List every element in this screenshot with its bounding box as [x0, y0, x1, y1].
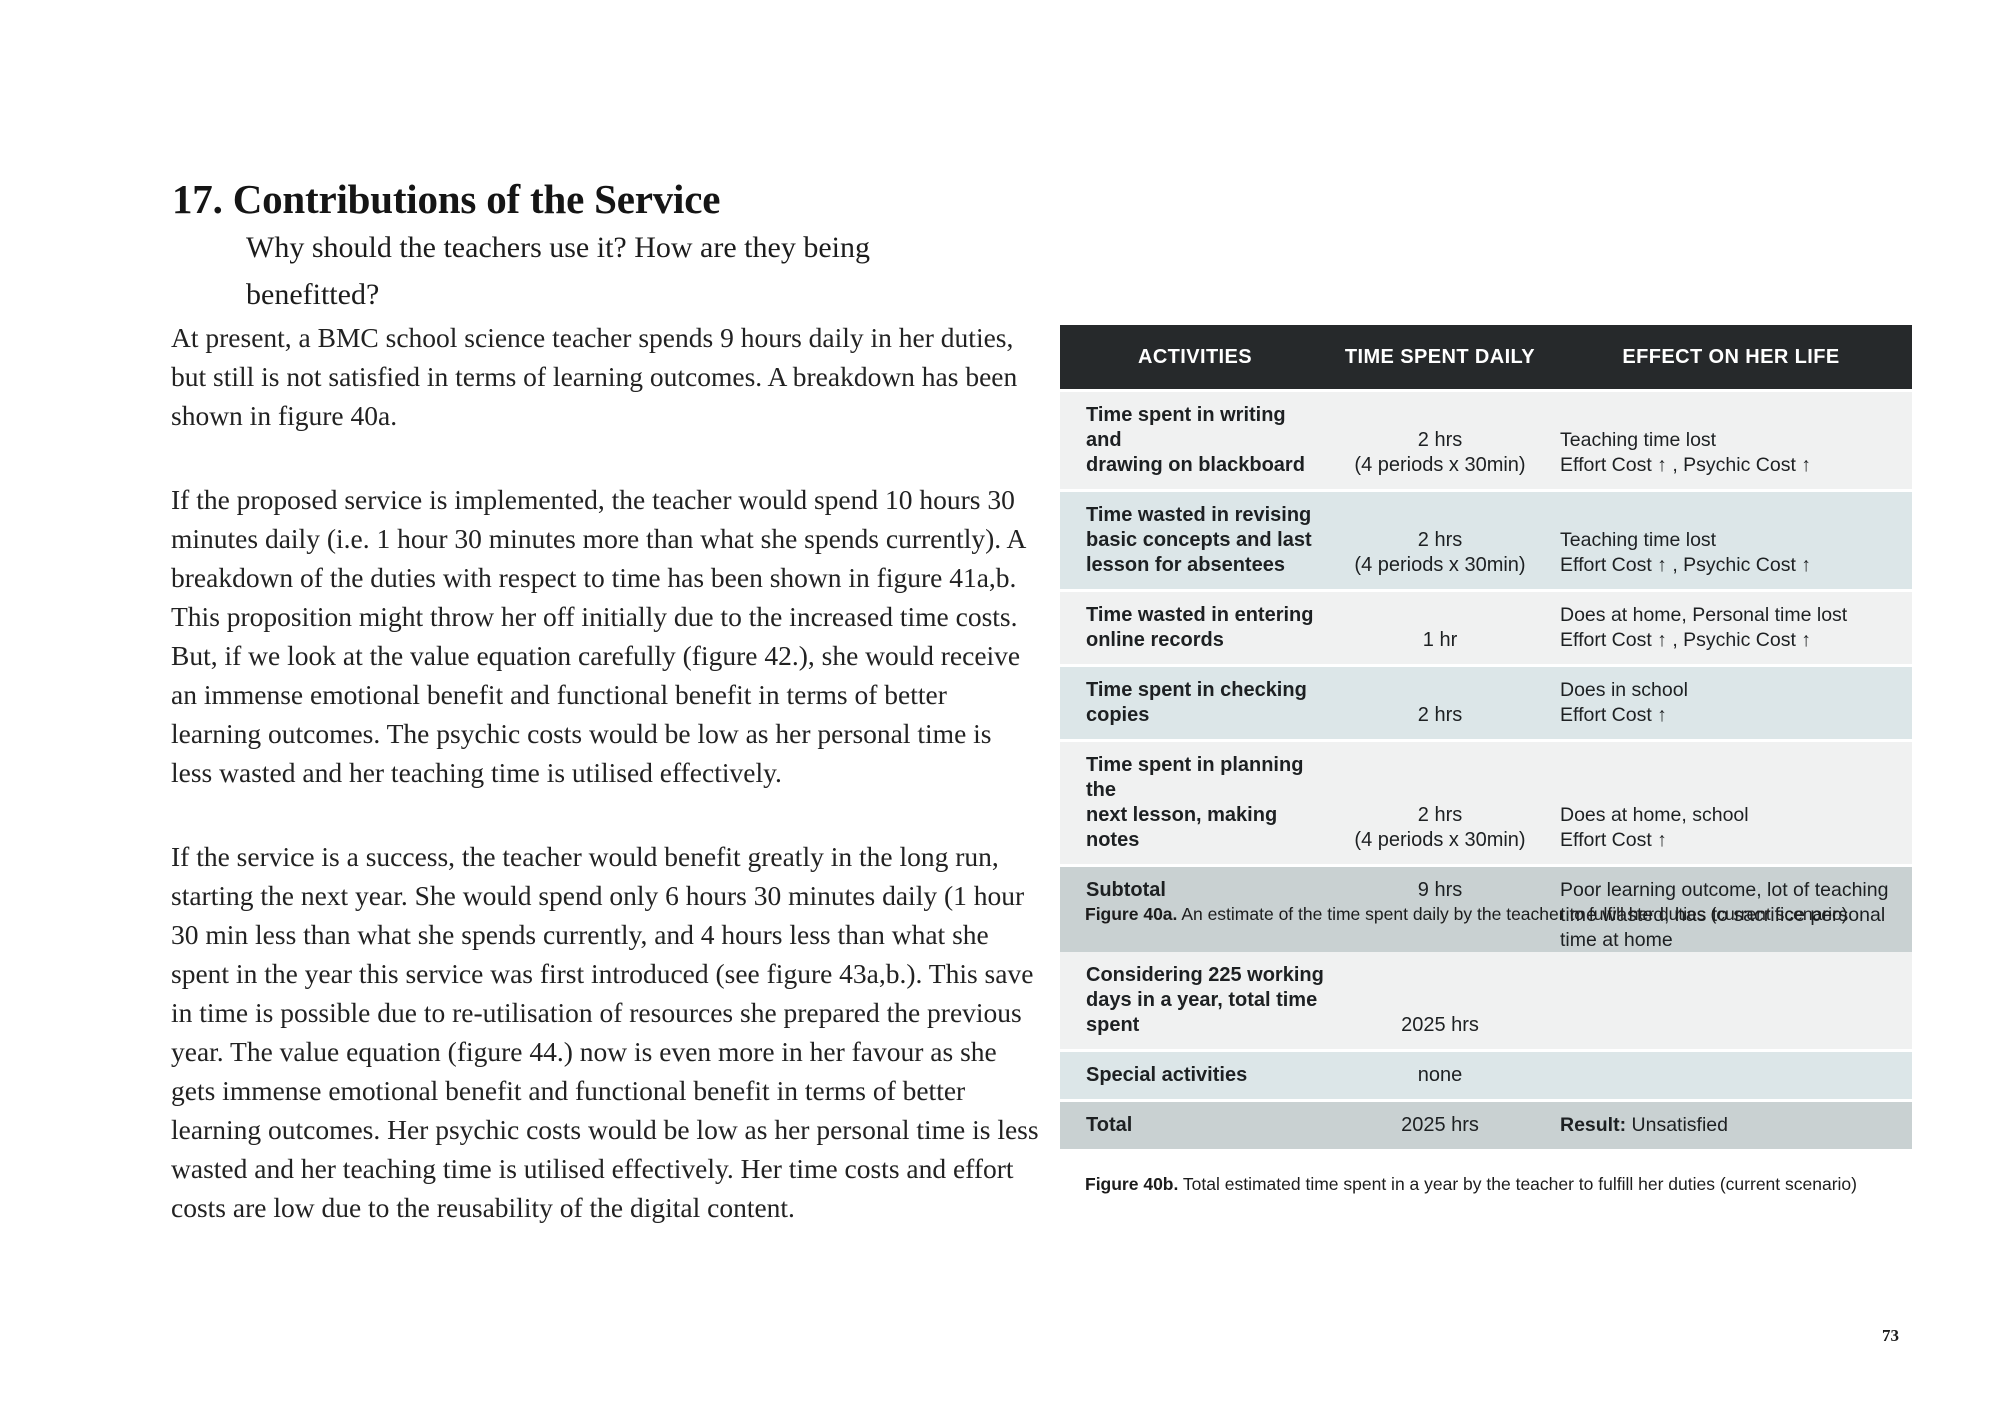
- table-row: Time spent in planning the next lesson, …: [1060, 742, 1912, 867]
- paragraph-1: At present, a BMC school science teacher…: [171, 322, 1018, 431]
- effect-cell: Teaching time lost Effort Cost ↑ , Psych…: [1560, 429, 1812, 476]
- table-row: Time wasted in entering online records 1…: [1060, 592, 1912, 667]
- column-header-effect-on-her-life: EFFECT ON HER LIFE: [1622, 345, 1840, 368]
- table-row: Time wasted in revising basic concepts a…: [1060, 492, 1912, 592]
- time-cell: 2 hrs (4 periods x 30min): [1354, 429, 1526, 476]
- total-row: Total 2025 hrs Result: Unsatisfied: [1060, 1102, 1912, 1152]
- time-cell: 2 hrs (4 periods x 30min): [1354, 804, 1526, 851]
- activity-cell: Special activities: [1086, 1064, 1248, 1086]
- table-row: Special activities none: [1060, 1052, 1912, 1102]
- table-row: Considering 225 working days in a year, …: [1060, 952, 1912, 1052]
- paragraph-2: If the proposed service is implemented, …: [171, 484, 1025, 788]
- effect-cell: Poor learning outcome, lot of teaching t…: [1560, 879, 1889, 951]
- column-header-activities: ACTIVITIES: [1137, 345, 1252, 368]
- time-cell: 1 hr: [1422, 629, 1458, 651]
- time-cell: 2025 hrs: [1401, 1014, 1479, 1036]
- body-text: At present, a BMC school science teacher…: [171, 318, 1039, 1272]
- figure-40a-caption: Figure 40a. An estimate of the time spen…: [1085, 904, 1848, 925]
- table-row: Time spent in checking copies 2 hrs Does…: [1060, 667, 1912, 742]
- activity-cell: Time wasted in revising basic concepts a…: [1086, 504, 1312, 576]
- page-title: 17. Contributions of the Service: [172, 176, 721, 223]
- figure-caption-label: Figure 40b.: [1085, 1174, 1179, 1194]
- paragraph-3: If the service is a success, the teacher…: [171, 841, 1039, 1223]
- figure-caption-label: Figure 40a.: [1085, 904, 1178, 924]
- activity-cell: Subtotal: [1086, 879, 1166, 901]
- yearly-totals-table: Considering 225 working days in a year, …: [1060, 952, 1912, 1152]
- effect-cell: Teaching time lost Effort Cost ↑ , Psych…: [1560, 529, 1812, 576]
- figure-caption-text: An estimate of the time spent daily by t…: [1181, 904, 1848, 924]
- activity-cell: Considering 225 working days in a year, …: [1086, 964, 1324, 1036]
- subtotal-row: Subtotal 9 hrs Poor learning outcome, lo…: [1060, 867, 1912, 967]
- daily-activities-table: ACTIVITIES TIME SPENT DAILY EFFECT ON HE…: [1060, 325, 1912, 967]
- activity-cell: Time spent in checking copies: [1086, 679, 1307, 726]
- figure-caption-text: Total estimated time spent in a year by …: [1182, 1174, 1857, 1194]
- figure-40b-caption: Figure 40b. Total estimated time spent i…: [1085, 1174, 1857, 1195]
- result-label: Result:: [1560, 1114, 1627, 1136]
- activity-cell: Time spent in writing and drawing on bla…: [1086, 404, 1305, 476]
- page-number: 73: [1882, 1326, 1899, 1345]
- time-cell: 2025 hrs: [1401, 1114, 1479, 1136]
- activity-cell: Time wasted in entering online records: [1086, 604, 1314, 651]
- activity-cell: Time spent in planning the next lesson, …: [1086, 754, 1304, 851]
- effect-cell: Does at home, school Effort Cost ↑: [1560, 804, 1749, 851]
- time-cell: none: [1417, 1064, 1463, 1086]
- page-subtitle: Why should the teachers use it? How are …: [246, 231, 870, 311]
- activity-cell: Total: [1086, 1114, 1133, 1136]
- time-cell: 2 hrs: [1417, 704, 1463, 726]
- effect-cell: Does in school Effort Cost ↑: [1560, 679, 1688, 726]
- result-value: Unsatisfied: [1631, 1114, 1728, 1136]
- time-cell: 2 hrs (4 periods x 30min): [1354, 529, 1526, 576]
- result-cell: Result: Unsatisfied: [1550, 1113, 1912, 1138]
- table-row: Time spent in writing and drawing on bla…: [1060, 392, 1912, 492]
- time-cell: 9 hrs: [1417, 879, 1463, 901]
- effect-cell: Does at home, Personal time lost Effort …: [1560, 604, 1848, 651]
- column-header-time-spent-daily: TIME SPENT DAILY: [1344, 345, 1536, 368]
- table-header-row: ACTIVITIES TIME SPENT DAILY EFFECT ON HE…: [1060, 325, 1912, 392]
